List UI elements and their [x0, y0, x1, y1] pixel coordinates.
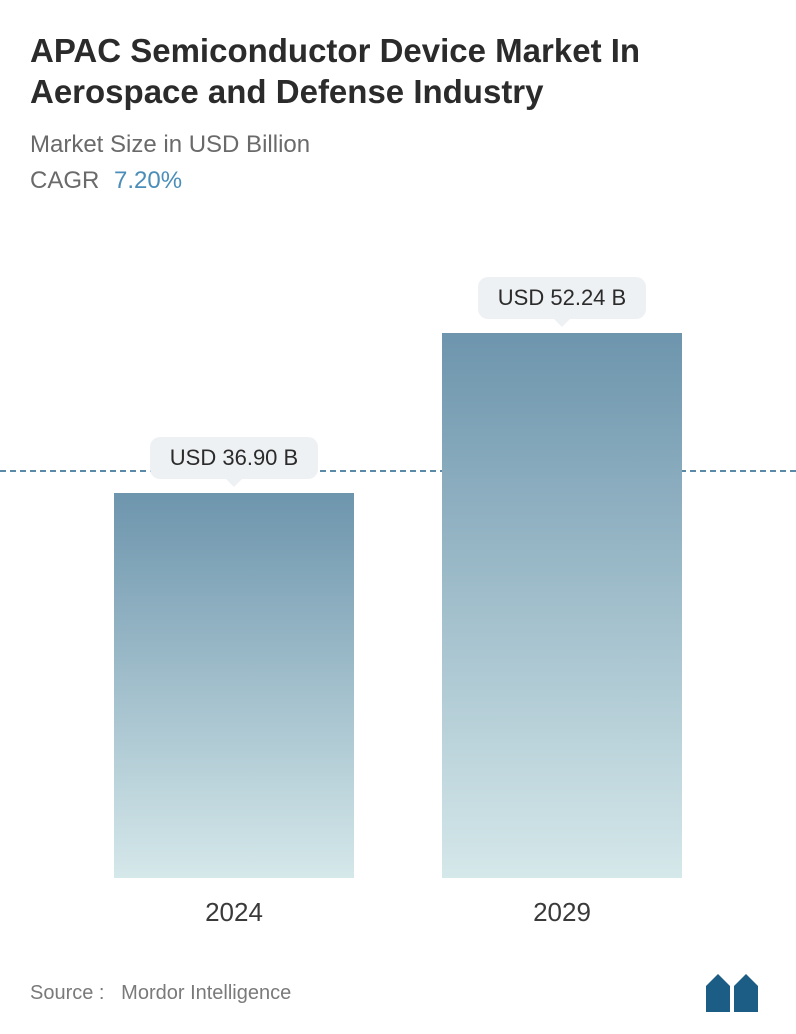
bars-container: USD 36.90 B USD 52.24 B	[30, 235, 766, 879]
value-label: USD 52.24 B	[478, 277, 646, 319]
cagr-value: 7.20%	[114, 167, 182, 194]
source-attribution: Source : Mordor Intelligence	[30, 982, 291, 1005]
chart-title: APAC Semiconductor Device Market In Aero…	[30, 30, 766, 113]
value-label: USD 36.90 B	[150, 437, 318, 479]
cagr-row: CAGR 7.20%	[30, 167, 766, 195]
cagr-label: CAGR	[30, 167, 99, 194]
chart-subtitle: Market Size in USD Billion	[30, 131, 766, 159]
source-prefix: Source :	[30, 982, 104, 1004]
bar-group: USD 36.90 B	[114, 437, 354, 878]
bar-chart: USD 36.90 B USD 52.24 B 2024 2029	[30, 235, 766, 939]
source-name: Mordor Intelligence	[121, 982, 291, 1004]
bar	[442, 333, 682, 878]
brand-logo-icon	[704, 972, 766, 1014]
x-axis-labels: 2024 2029	[30, 897, 766, 928]
bar-group: USD 52.24 B	[442, 277, 682, 878]
bar	[114, 493, 354, 878]
x-axis-label: 2024	[114, 897, 354, 928]
x-axis-label: 2029	[442, 897, 682, 928]
